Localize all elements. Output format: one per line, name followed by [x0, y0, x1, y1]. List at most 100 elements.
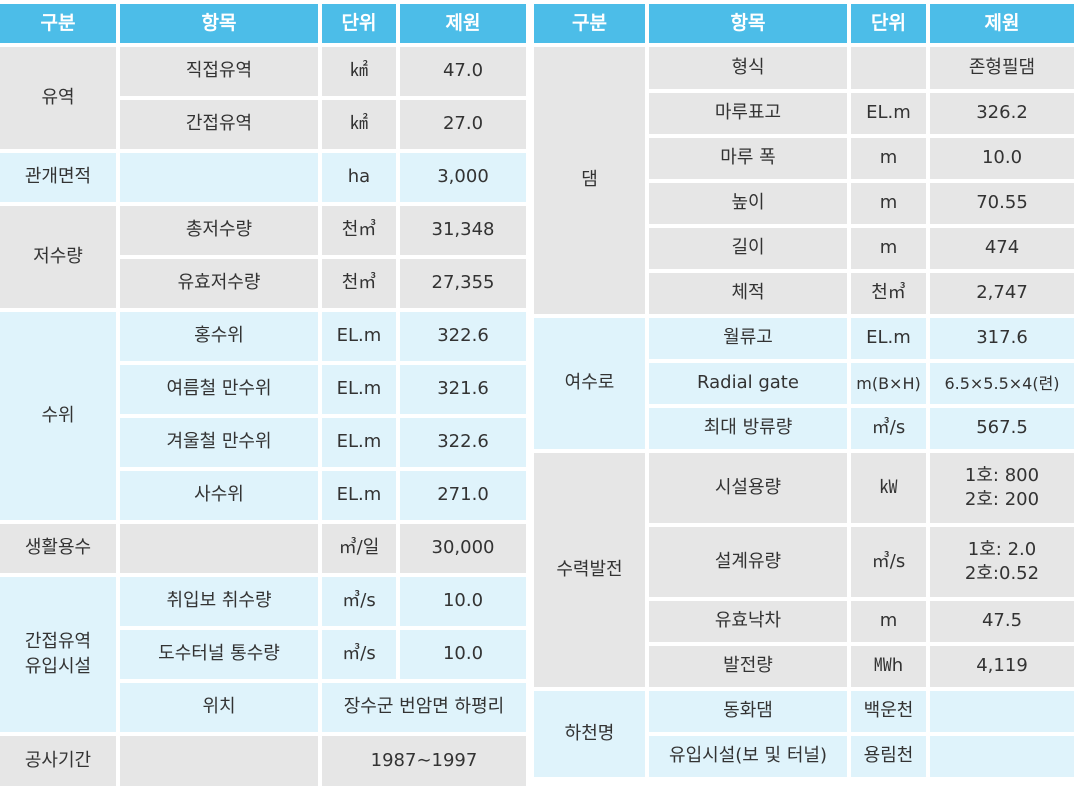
value-flood-level: 322.6	[400, 312, 526, 361]
item-crest-width: 마루 폭	[649, 138, 847, 179]
item-dam-length: 길이	[649, 228, 847, 269]
value-summer-level: 321.6	[400, 365, 526, 414]
left-spec-table: 구분 항목 단위 제원 유역 직접유역 ㎢ 47.0 간접유역 ㎢ 27.0 관…	[0, 0, 530, 790]
item-winter-level: 겨울철 만수위	[120, 418, 318, 467]
header-unit: 단위	[322, 4, 396, 43]
unit-capacity: ㎾	[851, 453, 926, 523]
item-tunnel-flow: 도수터널 통수량	[120, 630, 318, 679]
item-donghwa-dam: 동화댐	[649, 691, 847, 732]
value-dam-type: 존형필댐	[930, 47, 1074, 89]
item-effective-head: 유효낙차	[649, 601, 847, 642]
item-effective-storage: 유효저수량	[120, 259, 318, 308]
item-total-storage: 총저수량	[120, 206, 318, 255]
category-domestic-water: 생활용수	[0, 524, 116, 573]
category-inflow-line2: 유입시설	[24, 655, 92, 677]
item-radial-gate: Radial gate	[649, 363, 847, 404]
unit-total-storage: 천㎥	[322, 206, 396, 255]
unit-summer-level: EL.m	[322, 365, 396, 414]
category-water-level: 수위	[0, 312, 116, 520]
value-power-generation: 4,119	[930, 646, 1074, 687]
item-dam-height: 높이	[649, 183, 847, 224]
value-domestic-water: 30,000	[400, 524, 526, 573]
value-dam-height: 70.55	[930, 183, 1074, 224]
value-irrigation: 3,000	[400, 153, 526, 202]
category-construction-period: 공사기간	[0, 736, 116, 786]
category-irrigation: 관개면적	[0, 153, 116, 202]
value-direct-basin: 47.0	[400, 47, 526, 96]
item-dead-level: 사수위	[120, 471, 318, 520]
item-irrigation	[120, 153, 318, 202]
item-crest-elevation: 마루표고	[649, 93, 847, 134]
header-category: 구분	[0, 4, 116, 43]
item-direct-basin: 직접유역	[120, 47, 318, 96]
value-design-flow-line2: 2호:0.52	[964, 563, 1040, 584]
item-design-flow: 설계유량	[649, 527, 847, 597]
value-dead-level: 271.0	[400, 471, 526, 520]
unit-direct-basin: ㎢	[322, 47, 396, 96]
value-design-flow: 1호: 2.0 2호:0.52	[930, 527, 1074, 597]
value-construction-period: 1987∼1997	[322, 736, 526, 786]
value-dam-length: 474	[930, 228, 1074, 269]
category-storage: 저수량	[0, 206, 116, 308]
header-item: 항목	[120, 4, 318, 43]
unit-crest-elevation: EL.m	[851, 93, 926, 134]
value-weir-intake: 10.0	[400, 577, 526, 626]
value-capacity-line2: 2호: 200	[964, 489, 1040, 510]
unit-weir-intake: ㎥/s	[322, 577, 396, 626]
unit-donghwa-dam: 백운천	[851, 691, 926, 732]
unit-tunnel-flow: ㎥/s	[322, 630, 396, 679]
unit-inflow-facility: 용림천	[851, 736, 926, 777]
category-spillway: 여수로	[534, 318, 645, 449]
item-capacity: 시설용량	[649, 453, 847, 523]
unit-overflow-crest: EL.m	[851, 318, 926, 359]
item-inflow-facility: 유입시설(보 및 터널)	[649, 736, 847, 777]
unit-effective-storage: 천㎥	[322, 259, 396, 308]
item-dam-volume: 체적	[649, 273, 847, 314]
value-winter-level: 322.6	[400, 418, 526, 467]
unit-radial-gate: m(B×H)	[851, 363, 926, 404]
value-overflow-crest: 317.6	[930, 318, 1074, 359]
category-hydropower: 수력발전	[534, 453, 645, 687]
item-flood-level: 홍수위	[120, 312, 318, 361]
item-construction-period	[120, 736, 318, 786]
value-effective-storage: 27,355	[400, 259, 526, 308]
header-item: 항목	[649, 4, 847, 43]
item-dam-type: 형식	[649, 47, 847, 89]
unit-domestic-water: ㎥/일	[322, 524, 396, 573]
category-river-name: 하천명	[534, 691, 645, 777]
unit-flood-level: EL.m	[322, 312, 396, 361]
value-crest-elevation: 326.2	[930, 93, 1074, 134]
item-summer-level: 여름철 만수위	[120, 365, 318, 414]
value-dam-volume: 2,747	[930, 273, 1074, 314]
item-weir-intake: 취입보 취수량	[120, 577, 318, 626]
item-domestic-water	[120, 524, 318, 573]
value-capacity-line1: 1호: 800	[964, 464, 1040, 486]
category-inflow-facility: 간접유역 유입시설	[0, 577, 116, 732]
unit-crest-width: m	[851, 138, 926, 179]
category-basin: 유역	[0, 47, 116, 149]
item-power-generation: 발전량	[649, 646, 847, 687]
header-unit: 단위	[851, 4, 926, 43]
value-tunnel-flow: 10.0	[400, 630, 526, 679]
unit-dam-length: m	[851, 228, 926, 269]
value-location: 장수군 번암면 하평리	[322, 683, 526, 732]
value-radial-gate: 6.5×5.5×4(련)	[930, 363, 1074, 404]
category-dam: 댐	[534, 47, 645, 314]
value-max-discharge: 567.5	[930, 408, 1074, 449]
item-overflow-crest: 월류고	[649, 318, 847, 359]
right-spec-table: 구분 항목 단위 제원 댐 형식 존형필댐 마루표고 EL.m 326.2 마루…	[530, 0, 1074, 781]
header-spec: 제원	[930, 4, 1074, 43]
unit-indirect-basin: ㎢	[322, 100, 396, 149]
item-max-discharge: 최대 방류량	[649, 408, 847, 449]
unit-effective-head: m	[851, 601, 926, 642]
item-indirect-basin: 간접유역	[120, 100, 318, 149]
value-effective-head: 47.5	[930, 601, 1074, 642]
header-spec: 제원	[400, 4, 526, 43]
unit-winter-level: EL.m	[322, 418, 396, 467]
value-inflow-facility	[930, 736, 1074, 777]
unit-dead-level: EL.m	[322, 471, 396, 520]
value-design-flow-line1: 1호: 2.0	[967, 538, 1037, 560]
value-capacity: 1호: 800 2호: 200	[930, 453, 1074, 523]
unit-power-generation: ㎿h	[851, 646, 926, 687]
value-total-storage: 31,348	[400, 206, 526, 255]
